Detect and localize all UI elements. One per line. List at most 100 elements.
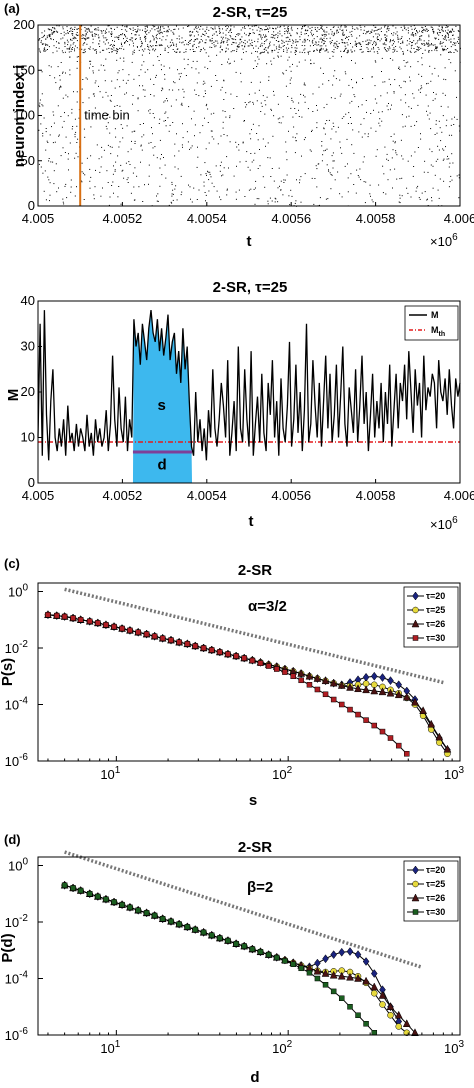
spike-dot bbox=[110, 33, 112, 35]
spike-dot bbox=[255, 45, 257, 47]
spike-dot bbox=[200, 26, 202, 27]
spike-dot bbox=[448, 186, 450, 188]
spike-dot bbox=[275, 27, 277, 29]
spike-dot bbox=[64, 152, 66, 153]
spike-dot bbox=[386, 40, 388, 42]
spike-dot bbox=[385, 39, 387, 41]
spike-dot bbox=[205, 105, 207, 107]
spike-dot bbox=[77, 138, 79, 140]
spike-dot bbox=[65, 136, 67, 138]
spike-dot bbox=[381, 71, 382, 72]
spike-dot bbox=[448, 158, 450, 160]
tick-exp: 1 bbox=[115, 1039, 121, 1050]
spike-dot bbox=[458, 42, 460, 44]
spike-dot bbox=[273, 90, 274, 92]
spike-dot bbox=[400, 139, 402, 141]
spike-dot bbox=[450, 124, 452, 126]
spike-dot bbox=[221, 86, 223, 88]
spike-dot bbox=[378, 184, 380, 186]
spike-dot bbox=[81, 38, 83, 39]
spike-dot bbox=[160, 27, 161, 29]
spike-dot bbox=[170, 105, 172, 107]
spike-dot bbox=[168, 204, 170, 206]
spike-dot bbox=[402, 29, 404, 31]
x-tick-label: 4.0052 bbox=[103, 211, 143, 226]
spike-dot bbox=[204, 90, 206, 92]
data-point bbox=[412, 880, 419, 888]
spike-dot bbox=[434, 49, 436, 51]
spike-dot bbox=[447, 26, 449, 28]
spike-dot bbox=[342, 33, 344, 35]
spike-dot bbox=[88, 37, 90, 39]
spike-dot bbox=[420, 138, 422, 140]
spike-dot bbox=[86, 43, 88, 45]
spike-dot bbox=[151, 28, 153, 30]
spike-dot bbox=[69, 56, 71, 58]
spike-dot bbox=[295, 140, 297, 142]
spike-dot bbox=[71, 33, 73, 35]
spike-dot bbox=[133, 49, 135, 51]
spike-dot bbox=[388, 46, 390, 48]
spike-dot bbox=[90, 31, 92, 33]
spike-dot bbox=[130, 28, 132, 30]
spike-dot bbox=[258, 34, 260, 36]
spike-dot bbox=[262, 138, 264, 140]
spike-dot bbox=[137, 30, 139, 32]
spike-dot bbox=[349, 31, 351, 33]
spike-dot bbox=[187, 44, 189, 46]
spike-dot bbox=[42, 135, 44, 137]
spike-dot bbox=[367, 136, 369, 138]
spike-dot bbox=[440, 41, 442, 43]
spike-dot bbox=[192, 60, 194, 62]
spike-dot bbox=[302, 41, 304, 43]
spike-dot bbox=[375, 155, 377, 157]
spike-dot bbox=[392, 25, 394, 27]
spike-dot bbox=[411, 28, 413, 30]
spike-dot bbox=[330, 188, 332, 190]
spike-dot bbox=[272, 27, 273, 29]
spike-dot bbox=[416, 42, 418, 44]
data-point bbox=[176, 921, 182, 927]
spike-dot bbox=[255, 180, 257, 182]
spike-dot bbox=[112, 45, 114, 47]
spike-dot bbox=[311, 29, 313, 31]
spike-dot bbox=[42, 105, 44, 107]
alpha-annotation: α=3/2 bbox=[248, 598, 287, 615]
spike-dot bbox=[212, 28, 214, 30]
spike-dot bbox=[204, 30, 206, 32]
spike-dot bbox=[373, 48, 375, 50]
spike-dot bbox=[367, 51, 369, 52]
spike-dot bbox=[451, 153, 453, 155]
spike-dot bbox=[389, 58, 391, 59]
spike-dot bbox=[128, 161, 130, 163]
spike-dot bbox=[125, 41, 126, 43]
spike-dot bbox=[399, 46, 401, 48]
spike-dot bbox=[153, 36, 155, 38]
data-point bbox=[354, 684, 362, 693]
spike-dot bbox=[342, 39, 344, 41]
data-point bbox=[200, 645, 207, 651]
spike-dot bbox=[99, 51, 101, 53]
spike-dot bbox=[124, 42, 125, 44]
spike-dot bbox=[439, 127, 441, 129]
spike-dot bbox=[333, 45, 335, 47]
spike-dot bbox=[296, 179, 297, 181]
y-tick-label: 10-2 bbox=[5, 639, 29, 656]
spike-dot bbox=[58, 135, 60, 137]
spike-dot bbox=[124, 93, 126, 95]
spike-dot bbox=[311, 41, 313, 43]
spike-dot bbox=[412, 175, 414, 177]
spike-dot bbox=[381, 111, 383, 113]
spike-dot bbox=[397, 34, 399, 36]
spike-dot bbox=[119, 105, 121, 107]
spike-dot bbox=[386, 153, 388, 155]
spike-dot bbox=[254, 60, 256, 62]
spike-dot bbox=[379, 40, 381, 42]
spike-dot bbox=[298, 116, 300, 117]
spike-dot bbox=[337, 171, 339, 173]
spike-dot bbox=[275, 198, 277, 200]
spike-dot bbox=[138, 49, 140, 51]
spike-dot bbox=[139, 38, 141, 40]
spike-dot bbox=[86, 37, 88, 39]
